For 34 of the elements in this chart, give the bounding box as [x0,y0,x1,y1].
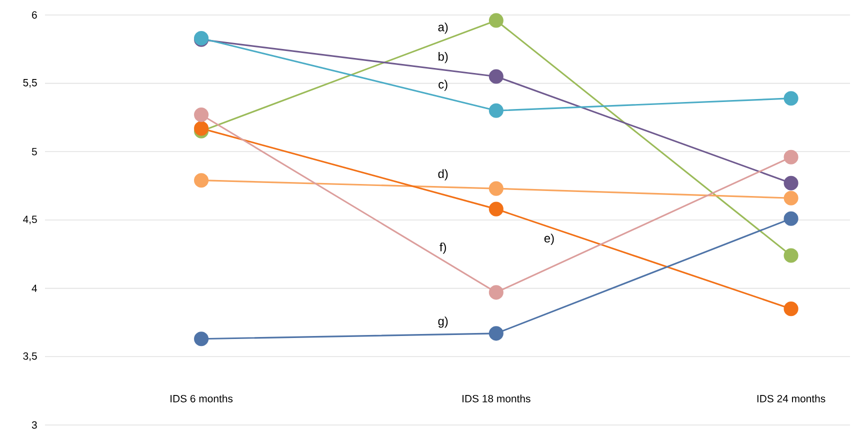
y-tick-label: 3 [32,421,37,429]
x-tick-label: IDS 6 months [170,394,233,402]
series-label: a) [438,22,448,34]
point [784,150,798,164]
x-tick-label: IDS 24 months [757,394,826,402]
y-tick-label: 5,5 [23,79,37,88]
point [488,326,504,341]
y-tick-label: 4,5 [23,216,37,224]
y-tick-label: 4 [32,284,38,292]
point [194,107,209,122]
point [488,103,504,118]
y-tick-label: 5 [32,148,37,156]
series-label: c) [438,80,448,91]
point [488,202,504,216]
y-tick-label: 6 [32,11,37,19]
point [488,285,504,300]
point [784,176,798,190]
series-label: b) [438,52,448,64]
y-tick-label: 3,5 [23,352,37,361]
point [784,190,798,206]
point [784,248,798,263]
point [194,332,209,346]
series-label: g) [438,316,448,328]
point [194,173,209,188]
point [784,91,798,106]
series-label: e) [544,234,554,245]
point [488,69,504,84]
point [784,302,798,316]
point [784,211,798,226]
point [488,13,504,28]
series-label: f) [440,242,446,254]
x-tick-label: IDS 18 months [462,394,530,402]
series-label: d) [438,169,448,180]
point [488,181,504,196]
